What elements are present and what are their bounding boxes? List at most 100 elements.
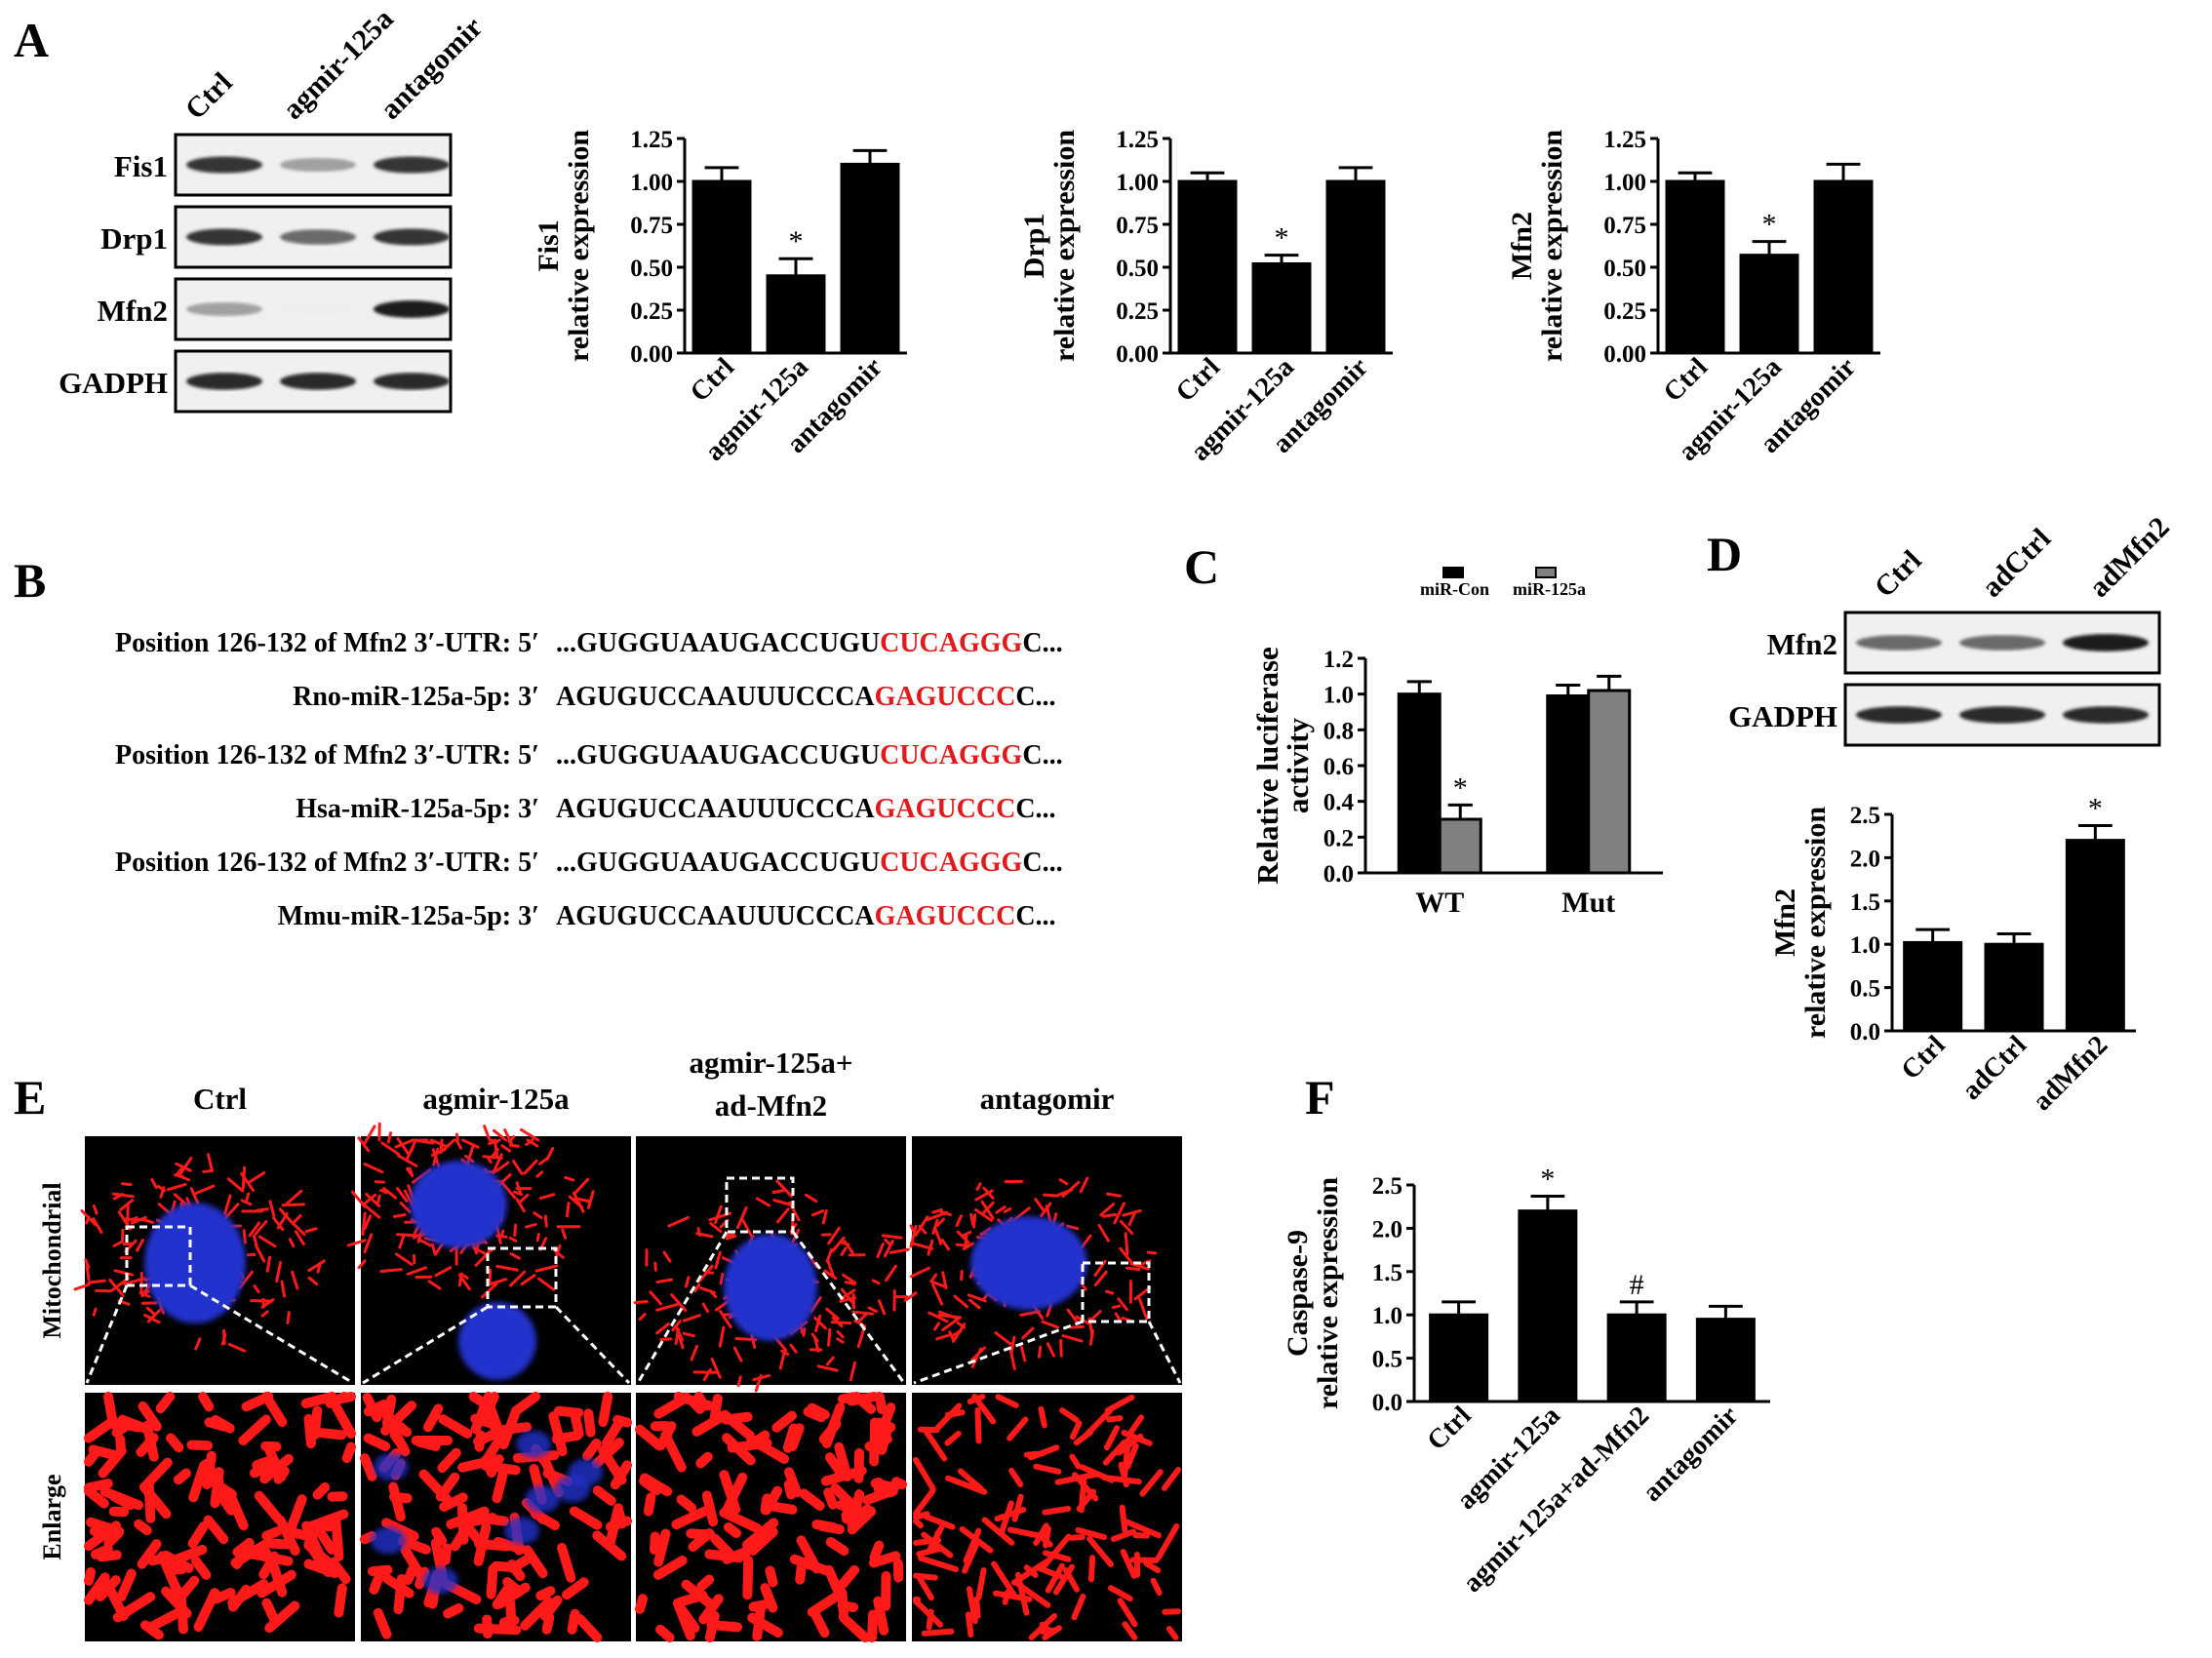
mitochondria-mark — [193, 1588, 220, 1633]
mitochondria-mark — [307, 1259, 326, 1273]
mitochondria-mark — [147, 1606, 185, 1632]
y-axis-label: Mfn2 — [1769, 888, 1801, 957]
mitochondria-mark — [1121, 1437, 1131, 1482]
significance-mark: # — [1630, 1269, 1644, 1301]
mitochondria-mark — [1129, 1262, 1151, 1271]
mitochondria-mark — [261, 1598, 280, 1625]
mitochondria-mark — [457, 1277, 462, 1287]
mitochondria-mark — [204, 1417, 229, 1432]
mitochondria-mark — [382, 1187, 398, 1200]
y-axis-label: Relative luciferase — [1250, 647, 1284, 885]
mitochondria-mark — [1066, 1308, 1080, 1325]
mitochondria-mark — [701, 1490, 719, 1527]
mitochondria-mark — [304, 1227, 318, 1234]
mitochondria-mark — [748, 1599, 770, 1612]
mitochondria-mark — [461, 1138, 480, 1149]
panel-letter-c: C — [1184, 539, 1219, 594]
y-axis-label: Fis1 — [533, 219, 565, 271]
mitochondria-mark — [112, 1592, 156, 1623]
mitochondria-mark — [434, 1266, 453, 1278]
mitochondria-mark — [568, 1195, 584, 1209]
mitochondria-mark — [166, 1182, 187, 1192]
mitochondria-mark — [690, 1344, 699, 1362]
mitochondria-mark — [502, 1577, 525, 1598]
luciferase-chart: 0.0 0.2 0.4 0.6 0.8 1.0 1.2 Relative luciferase… — [1250, 567, 1663, 919]
mitochondria-mark — [834, 1441, 852, 1482]
mitochondria-mark — [486, 1563, 498, 1599]
blot-lane-label: Ctrl — [1869, 544, 1928, 604]
mitochondria-mark — [695, 1451, 713, 1469]
x-tick-label: Ctrl — [1421, 1401, 1477, 1456]
blot-band — [280, 229, 356, 245]
mitochondria-mark — [137, 1539, 162, 1569]
mitochondria-mark — [1165, 1626, 1179, 1640]
y-tick-label: 0.50 — [1116, 256, 1159, 282]
y-tick-label: 1.0 — [1850, 932, 1880, 959]
sequence-row-label: Position 126-132 of Mfn2 3′-UTR: 5′ — [115, 848, 539, 878]
y-tick-label: 0.75 — [630, 213, 673, 239]
mitochondria-mark — [851, 1310, 874, 1316]
nucleus-mark — [568, 1458, 604, 1486]
y-tick-label: 0.00 — [630, 341, 673, 368]
mitochondria-mark — [837, 1600, 859, 1613]
mitochondria-mark — [373, 1607, 392, 1639]
significance-mark: * — [789, 225, 804, 257]
mitochondria-mark — [868, 1551, 901, 1568]
mitochondria-mark — [1033, 1463, 1062, 1475]
bar — [1429, 1313, 1489, 1403]
mitochondria-mark — [635, 1424, 665, 1451]
mitochondria-mark — [974, 1406, 982, 1444]
y-tick-label: 1.5 — [1372, 1260, 1402, 1286]
mitochondria-mark — [120, 1228, 125, 1244]
microscopy-column-label: agmir-125a — [422, 1082, 570, 1116]
y-tick-label: 0.0 — [1323, 861, 1354, 888]
mitochondria-mark — [376, 1194, 381, 1204]
mitochondria-mark — [1099, 1203, 1116, 1217]
mitochondria-mark — [515, 1198, 526, 1213]
microscopy-row-label: Enlarge — [38, 1474, 66, 1559]
mitochondria-mark — [783, 1467, 803, 1498]
mitochondria-mark — [1146, 1250, 1158, 1255]
mitochondria-mark — [150, 1177, 158, 1190]
mitochondria-mark — [649, 1290, 663, 1306]
mitochondria-mark — [941, 1271, 948, 1290]
mitochondria-mark — [823, 1269, 838, 1281]
mitochondria-mark — [457, 1273, 471, 1291]
mitochondria-mark — [913, 1456, 936, 1492]
bar — [1438, 817, 1482, 875]
blot-lane-label: adMfn2 — [2083, 511, 2176, 604]
mitochondria-mark — [883, 1240, 894, 1258]
mitochondria-mark — [398, 1233, 406, 1249]
mitochondria-mark — [140, 1289, 150, 1298]
mitochondria-mark — [506, 1559, 526, 1582]
mitochondria-mark — [586, 1190, 595, 1209]
y-tick-label: 1.25 — [1116, 127, 1159, 153]
mitochondria-mark — [918, 1555, 960, 1573]
mitochondria-mark — [889, 1247, 910, 1254]
blot-band — [2063, 706, 2149, 724]
mitochondria-mark — [765, 1565, 778, 1588]
mitochondria-mark — [940, 1238, 951, 1251]
mitochondria-mark — [280, 1280, 286, 1298]
mitochondria-mark — [1105, 1192, 1122, 1198]
mitochondria-mark — [874, 1392, 888, 1415]
mitochondria-mark — [429, 1138, 449, 1149]
mitochondria-mark — [612, 1414, 632, 1428]
mitochondria-mark — [839, 1296, 857, 1303]
mitochondria-mark — [810, 1209, 825, 1217]
mitochondria-mark — [913, 1518, 924, 1529]
mitochondria-mark — [116, 1568, 137, 1602]
mitochondria-mark — [932, 1402, 963, 1433]
mitochondria-mark — [1003, 1206, 1012, 1213]
mitochondria-mark — [381, 1394, 397, 1429]
mitochondria-mark — [1113, 1202, 1126, 1225]
mitochondria-mark — [92, 1307, 98, 1317]
mitochondria-mark — [397, 1154, 418, 1167]
mitochondria-mark — [931, 1283, 944, 1306]
mitochondria-mark — [1039, 1621, 1053, 1635]
mitochondria-mark — [422, 1403, 444, 1433]
mitochondria-mark — [1119, 1219, 1134, 1236]
mitochondria-mark — [92, 1204, 99, 1215]
